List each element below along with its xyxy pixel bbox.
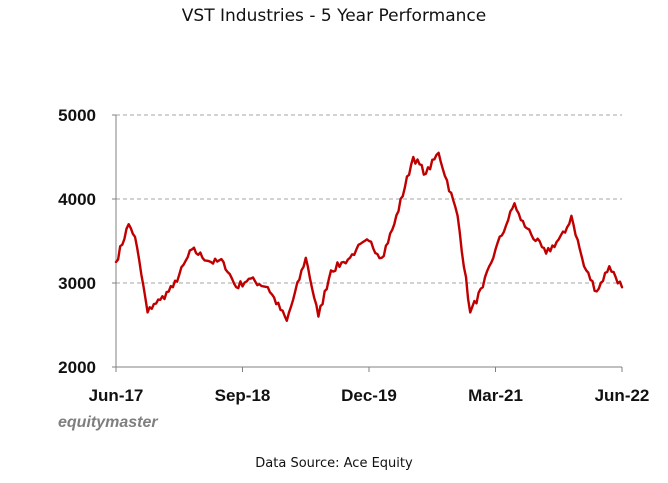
- y-tick-label: 2000: [58, 358, 96, 377]
- x-tick-label: Jun-22: [595, 386, 650, 405]
- series-layer: [114, 151, 624, 322]
- chart-title: VST Industries - 5 Year Performance: [181, 6, 487, 26]
- data-source-note: Data Source: Ace Equity: [255, 456, 413, 471]
- x-axis-ticks: Jun-17 Sep-18 Dec-19 Mar-21 Jun-22: [89, 367, 650, 405]
- y-tick-label: 5000: [58, 106, 96, 125]
- price-line-vst-industries: [114, 151, 624, 322]
- x-tick-label: Jun-17: [89, 386, 144, 405]
- y-tick-label: 3000: [58, 274, 96, 293]
- x-tick-label: Sep-18: [215, 386, 271, 405]
- y-tick-label: 4000: [58, 190, 96, 209]
- y-axis-ticks: 2000 3000 4000 5000: [58, 106, 116, 377]
- equitymaster-logo: equitymaster: [58, 414, 158, 431]
- x-tick-label: Mar-21: [468, 386, 523, 405]
- grid-lines: [116, 114, 622, 284]
- x-tick-label: Dec-19: [341, 386, 397, 405]
